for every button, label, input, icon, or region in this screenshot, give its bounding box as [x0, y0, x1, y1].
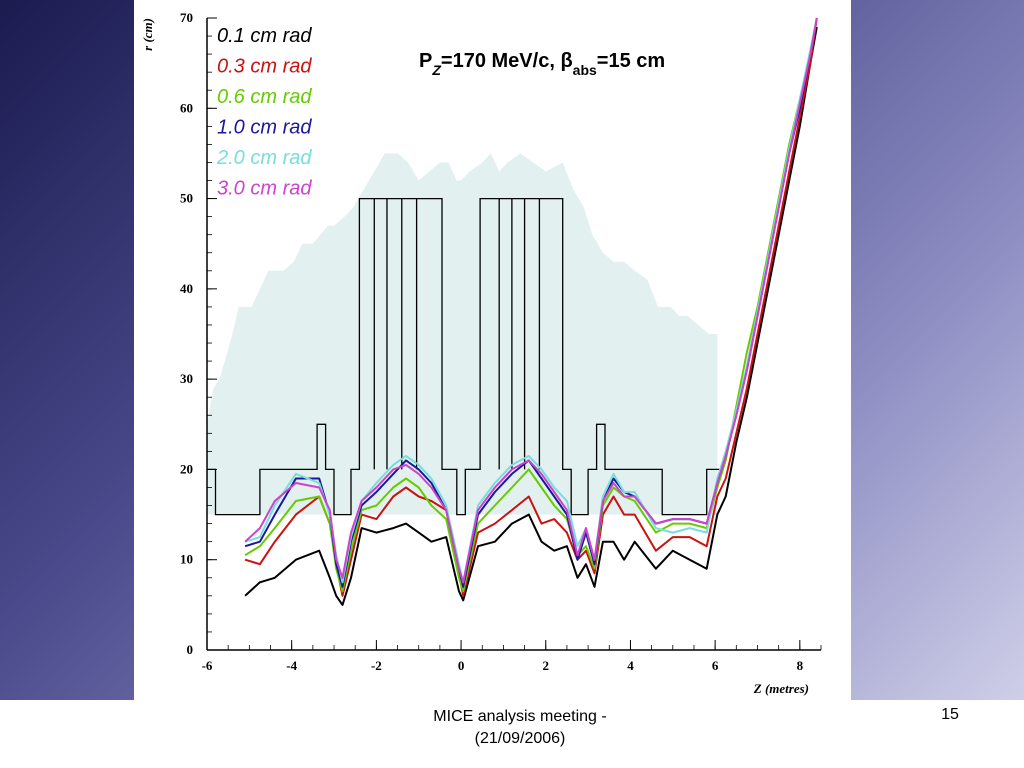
legend-entry: 1.0 cm rad: [217, 117, 312, 139]
x-tick-label: -2: [371, 658, 382, 673]
x-tick-label: 0: [458, 658, 465, 673]
y-tick-label: 70: [180, 10, 193, 25]
series-line: [244, 17, 818, 597]
x-tick-label: 6: [712, 658, 719, 673]
x-tick-label: 4: [627, 658, 634, 673]
footer-meeting-line1: MICE analysis meeting -: [433, 708, 607, 725]
series-line: [244, 17, 818, 593]
chart-title-part: β: [560, 50, 572, 72]
series-layer: [244, 17, 818, 606]
beam-envelope-chart: -6 -4 -2 0 2 4 6 8 0 10 20 30 40 50 60 70 Z (metres) r (c…: [140, 10, 822, 696]
x-tick-label: 8: [797, 658, 804, 673]
legend-entry: 0.6 cm rad: [217, 86, 312, 108]
x-tick-label: -6: [202, 658, 213, 673]
footer-meeting-line2: (21/09/2006): [474, 730, 566, 747]
legend-entry: 2.0 cm rad: [216, 147, 312, 169]
field-envelope-layer: [207, 153, 718, 515]
y-tick-label: 20: [180, 461, 193, 476]
chart-title-part: Z: [431, 62, 441, 78]
series-line: [244, 26, 818, 606]
chart-title-part: =170 MeV/c,: [441, 50, 561, 72]
y-tick-label: 10: [180, 552, 193, 567]
y-axis-title: r (cm): [140, 18, 155, 51]
magnet-outline: [207, 197, 720, 516]
axes-layer: -6 -4 -2 0 2 4 6 8 0 10 20 30 40 50 60 70 Z (metres) r (c…: [140, 10, 822, 696]
y-tick-label: 0: [187, 642, 194, 657]
magnet-outline-layer: [207, 197, 720, 516]
series-line: [244, 17, 818, 584]
chart-title-part: =15 cm: [597, 50, 665, 72]
plot-panel: -6 -4 -2 0 2 4 6 8 0 10 20 30 40 50 60 70 Z (metres) r (c…: [134, 0, 851, 700]
y-tick-label: 50: [180, 191, 193, 206]
x-axis-title: Z (metres): [753, 681, 809, 696]
slide-footer-band: [0, 700, 1024, 768]
y-tick-label: 40: [180, 281, 193, 296]
y-tick-label: 30: [180, 371, 193, 386]
page-number: 15: [941, 706, 959, 723]
legend-entry: 3.0 cm rad: [217, 178, 312, 200]
chart-title-part: abs: [573, 62, 597, 78]
legend-entry: 0.3 cm rad: [217, 56, 312, 78]
footer-meeting-info: MICE analysis meeting - (21/09/2006): [385, 706, 655, 750]
chart-title: PZ=170 MeV/c, βabs=15 cm: [419, 50, 665, 78]
legend-entry: 0.1 cm rad: [217, 25, 312, 47]
y-tick-label: 60: [180, 100, 193, 115]
x-tick-label: -4: [286, 658, 297, 673]
x-tick-label: 2: [543, 658, 550, 673]
chart-title-part: P: [419, 50, 432, 72]
field-envelope-area: [207, 153, 718, 515]
legend: 0.1 cm rad 0.3 cm rad 0.6 cm rad 1.0 cm rad…: [216, 25, 312, 200]
